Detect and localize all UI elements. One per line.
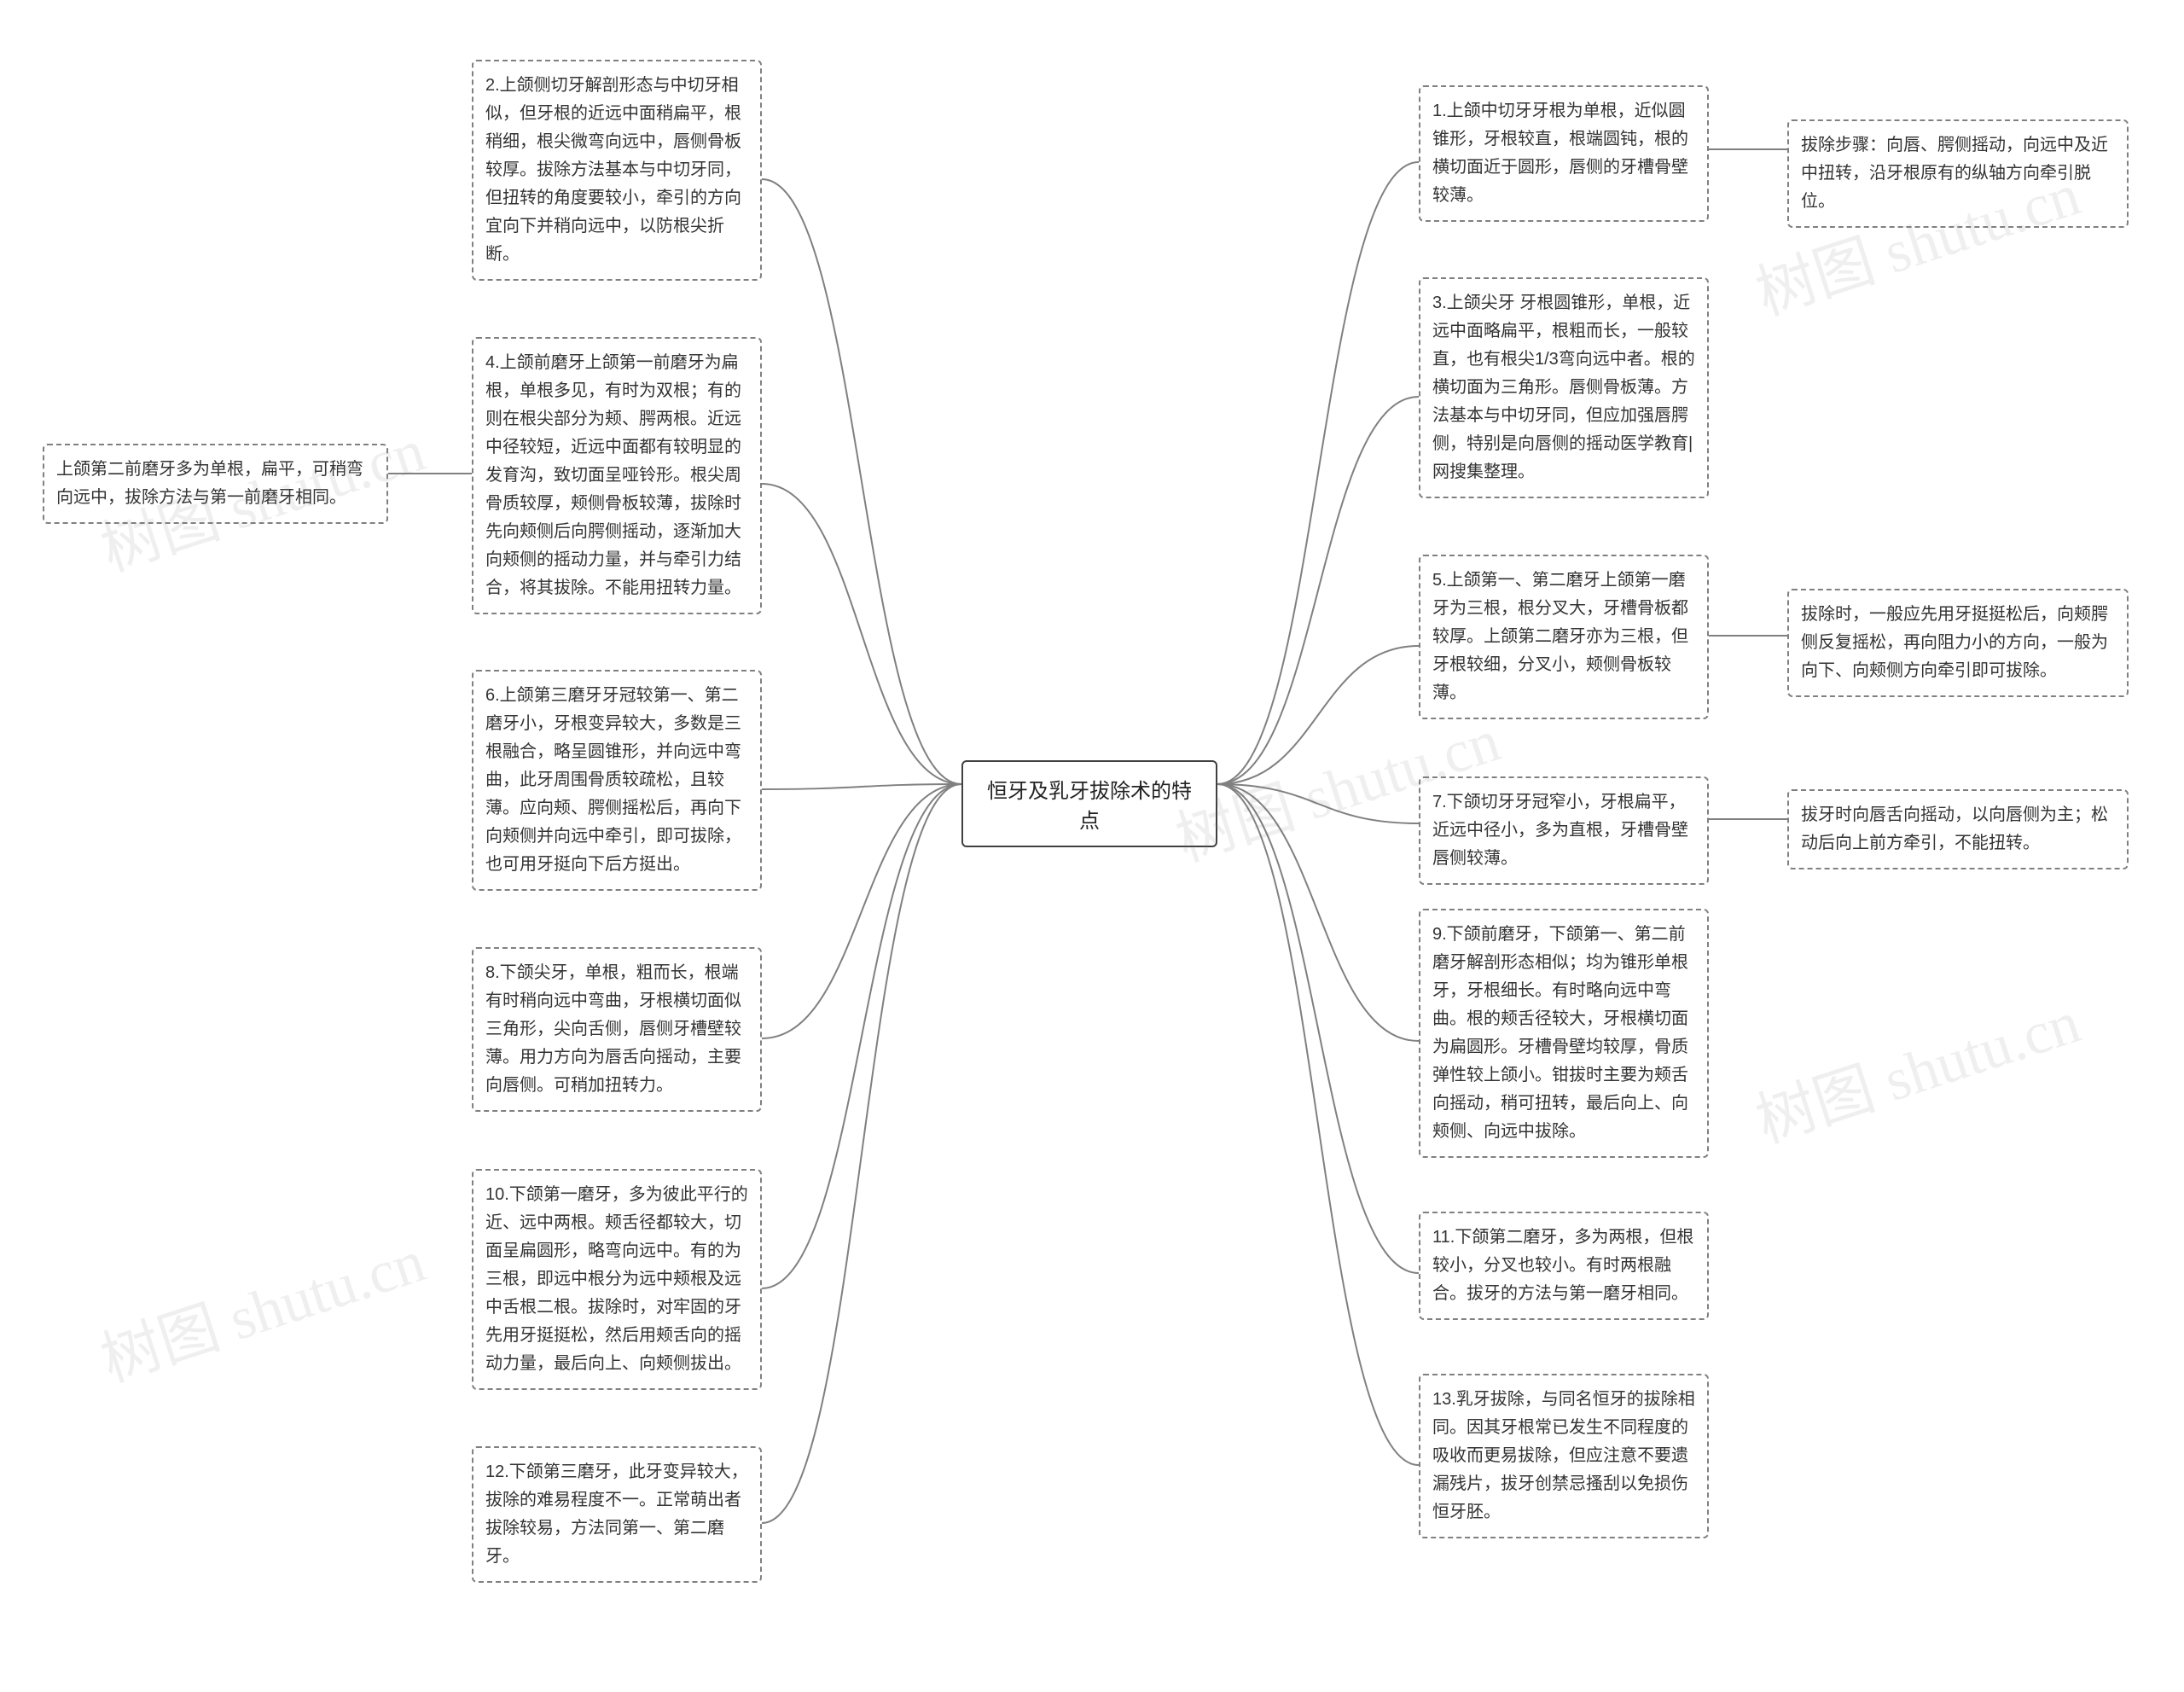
node-text: 10.下颌第一磨牙，多为彼此平行的近、远中两根。颊舌径都较大，切面呈扁圆形，略弯… bbox=[485, 1185, 748, 1373]
node-5-child: 拔除时，一般应先用牙挺挺松后，向颊腭侧反复摇松，再向阻力小的方向，一般为向下、向… bbox=[1787, 589, 2129, 697]
node-text: 7.下颌切牙牙冠窄小，牙根扁平，近远中径小，多为直根，牙槽骨壁唇侧较薄。 bbox=[1432, 793, 1688, 868]
node-text: 2.上颌侧切牙解剖形态与中切牙相似，但牙根的近远中面稍扁平，根稍细，根尖微弯向远… bbox=[485, 76, 741, 264]
node-text: 8.下颌尖牙，单根，粗而长，根端有时稍向远中弯曲，牙根横切面似三角形，尖向舌侧，… bbox=[485, 963, 741, 1095]
node-10: 10.下颌第一磨牙，多为彼此平行的近、远中两根。颊舌径都较大，切面呈扁圆形，略弯… bbox=[472, 1169, 762, 1390]
node-text: 9.下颌前磨牙，下颌第一、第二前磨牙解剖形态相似；均为锥形单根牙，牙根细长。有时… bbox=[1432, 925, 1688, 1141]
node-3: 3.上颌尖牙 牙根圆锥形，单根，近远中面略扁平，根粗而长，一般较直，也有根尖1/… bbox=[1419, 277, 1709, 498]
node-1: 1.上颌中切牙牙根为单根，近似圆锥形，牙根较直，根端圆钝，根的横切面近于圆形，唇… bbox=[1419, 85, 1709, 222]
node-text: 5.上颌第一、第二磨牙上颌第一磨牙为三根，根分叉大，牙槽骨板都较厚。上颌第二磨牙… bbox=[1432, 571, 1688, 702]
watermark-text: 树图 shutu.cn bbox=[1749, 990, 2088, 1156]
node-text: 6.上颌第三磨牙牙冠较第一、第二磨牙小，牙根变异较大，多数是三根融合，略呈圆锥形… bbox=[485, 686, 741, 874]
node-5: 5.上颌第一、第二磨牙上颌第一磨牙为三根，根分叉大，牙槽骨板都较厚。上颌第二磨牙… bbox=[1419, 555, 1709, 719]
node-text: 13.乳牙拔除，与同名恒牙的拔除相同。因其牙根常已发生不同程度的吸收而更易拔除，… bbox=[1432, 1390, 1695, 1521]
node-11: 11.下颌第二磨牙，多为两根，但根较小，分叉也较小。有时两根融合。拔牙的方法与第… bbox=[1419, 1212, 1709, 1320]
watermark: 树图 shutu.cn bbox=[89, 1213, 434, 1398]
node-text: 拔牙时向唇舌向摇动，以向唇侧为主；松动后向上前方牵引，不能扭转。 bbox=[1801, 805, 2108, 852]
node-text: 1.上颌中切牙牙根为单根，近似圆锥形，牙根较直，根端圆钝，根的横切面近于圆形，唇… bbox=[1432, 102, 1688, 205]
node-13: 13.乳牙拔除，与同名恒牙的拔除相同。因其牙根常已发生不同程度的吸收而更易拔除，… bbox=[1419, 1374, 1709, 1538]
node-7: 7.下颌切牙牙冠窄小，牙根扁平，近远中径小，多为直根，牙槽骨壁唇侧较薄。 bbox=[1419, 776, 1709, 885]
watermark-text: 树图 shutu.cn bbox=[94, 1229, 433, 1395]
node-6: 6.上颌第三磨牙牙冠较第一、第二磨牙小，牙根变异较大，多数是三根融合，略呈圆锥形… bbox=[472, 670, 762, 891]
node-7-child: 拔牙时向唇舌向摇动，以向唇侧为主；松动后向上前方牵引，不能扭转。 bbox=[1787, 789, 2129, 869]
node-text: 11.下颌第二磨牙，多为两根，但根较小，分叉也较小。有时两根融合。拔牙的方法与第… bbox=[1432, 1228, 1693, 1303]
node-text: 上颌第二前磨牙多为单根，扁平，可稍弯向远中，拔除方法与第一前磨牙相同。 bbox=[56, 460, 363, 507]
node-text: 4.上颌前磨牙上颌第一前磨牙为扁根，单根多见，有时为双根；有的则在根尖部分为颊、… bbox=[485, 353, 741, 597]
node-2: 2.上颌侧切牙解剖形态与中切牙相似，但牙根的近远中面稍扁平，根稍细，根尖微弯向远… bbox=[472, 60, 762, 281]
center-label: 恒牙及乳牙拔除术的特点 bbox=[987, 780, 1192, 833]
node-text: 拔除步骤：向唇、腭侧摇动，向远中及近中扭转，沿牙根原有的纵轴方向牵引脱位。 bbox=[1801, 136, 2108, 211]
node-text: 12.下颌第三磨牙，此牙变异较大，拔除的难易程度不一。正常萌出者拔除较易，方法同… bbox=[485, 1462, 748, 1566]
node-4-child: 上颌第二前磨牙多为单根，扁平，可稍弯向远中，拔除方法与第一前磨牙相同。 bbox=[43, 444, 388, 524]
node-9: 9.下颌前磨牙，下颌第一、第二前磨牙解剖形态相似；均为锥形单根牙，牙根细长。有时… bbox=[1419, 909, 1709, 1158]
watermark: 树图 shutu.cn bbox=[1744, 974, 2089, 1160]
node-1-child: 拔除步骤：向唇、腭侧摇动，向远中及近中扭转，沿牙根原有的纵轴方向牵引脱位。 bbox=[1787, 119, 2129, 228]
center-node: 恒牙及乳牙拔除术的特点 bbox=[961, 760, 1217, 847]
node-12: 12.下颌第三磨牙，此牙变异较大，拔除的难易程度不一。正常萌出者拔除较易，方法同… bbox=[472, 1446, 762, 1583]
node-text: 3.上颌尖牙 牙根圆锥形，单根，近远中面略扁平，根粗而长，一般较直，也有根尖1/… bbox=[1432, 294, 1695, 481]
node-4: 4.上颌前磨牙上颌第一前磨牙为扁根，单根多见，有时为双根；有的则在根尖部分为颊、… bbox=[472, 337, 762, 614]
node-text: 拔除时，一般应先用牙挺挺松后，向颊腭侧反复摇松，再向阻力小的方向，一般为向下、向… bbox=[1801, 605, 2108, 680]
node-8: 8.下颌尖牙，单根，粗而长，根端有时稍向远中弯曲，牙根横切面似三角形，尖向舌侧，… bbox=[472, 947, 762, 1112]
